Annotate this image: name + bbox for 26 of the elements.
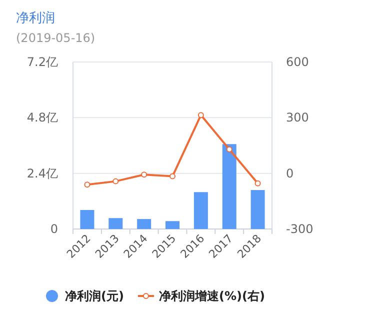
point <box>226 146 232 152</box>
legend-label: 净利润增速(%)(右) <box>158 289 265 303</box>
bar <box>166 221 180 229</box>
legend-label: 净利润(元) <box>65 289 124 303</box>
chart-title: 净利润 <box>16 11 55 26</box>
y2-tick-label: 600 <box>286 55 309 69</box>
bar <box>194 192 208 229</box>
point <box>170 173 176 180</box>
point <box>84 182 90 188</box>
y-tick-label: 2.4亿 <box>26 166 58 180</box>
y2-tick-label: -300 <box>286 222 314 236</box>
bar <box>250 190 265 229</box>
point <box>198 112 204 118</box>
y-tick-label: 4.8亿 <box>26 110 58 125</box>
y-tick-label: 0 <box>50 222 58 236</box>
y2-tick-label: 300 <box>286 110 309 125</box>
bar <box>137 219 152 229</box>
y2-tick-label: 0 <box>286 166 294 180</box>
y-tick-label: 7.2亿 <box>26 55 58 69</box>
point <box>141 172 148 178</box>
point <box>112 178 119 184</box>
point <box>254 180 261 186</box>
bar <box>80 210 94 229</box>
bar <box>108 218 123 229</box>
bar <box>222 144 236 229</box>
chart-subtitle: (2019-05-16) <box>16 31 96 45</box>
